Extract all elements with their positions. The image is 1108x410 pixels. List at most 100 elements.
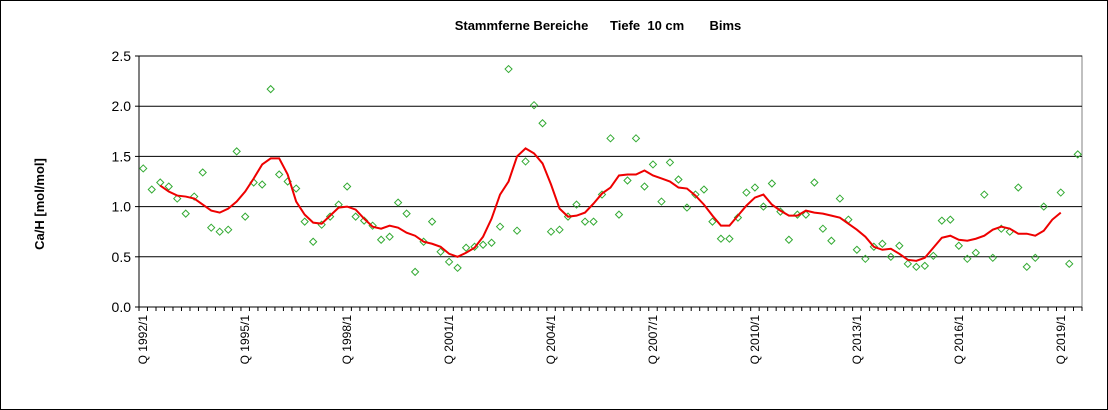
data-marker [631, 134, 641, 143]
data-marker [1039, 202, 1048, 211]
data-marker [971, 248, 981, 257]
data-line [159, 147, 1062, 262]
data-marker [274, 170, 284, 179]
y-tick-label: 0.5 [112, 249, 132, 265]
data-marker [929, 251, 938, 261]
y-tick-label: 2.5 [112, 48, 132, 64]
data-marker [240, 212, 250, 221]
data-marker [478, 240, 488, 249]
x-tick-label: Q 1992/1 [136, 315, 150, 365]
data-marker [198, 168, 207, 177]
data-marker [640, 182, 649, 191]
data-marker [453, 263, 462, 273]
data-marker [759, 202, 768, 211]
data-marker [495, 222, 505, 231]
data-marker [699, 185, 709, 194]
data-marker [869, 242, 879, 251]
data-marker [903, 259, 913, 269]
data-marker [308, 237, 318, 246]
data-marker [776, 207, 785, 216]
data-marker [546, 227, 556, 236]
data-marker [648, 160, 658, 169]
data-marker [427, 217, 437, 226]
data-marker [300, 217, 309, 226]
x-tick-label: Q 1995/1 [238, 315, 252, 365]
data-marker [954, 241, 964, 250]
data-marker [980, 190, 989, 199]
data-marker [818, 224, 828, 233]
x-tick-label: Q 2007/1 [646, 315, 660, 365]
data-marker [852, 245, 862, 254]
data-marker [461, 243, 471, 252]
y-tick-label: 1.5 [112, 148, 132, 164]
data-marker [708, 217, 717, 226]
data-marker [674, 175, 683, 184]
data-marker [742, 188, 751, 197]
x-tick-label: Q 1998/1 [340, 315, 354, 365]
data-marker [1065, 259, 1074, 269]
data-marker [572, 200, 581, 209]
data-marker [538, 119, 547, 128]
data-marker [912, 262, 921, 272]
x-tick-label: Q 2013/1 [850, 315, 864, 365]
data-marker [393, 198, 403, 207]
data-marker [767, 179, 777, 188]
data-marker [351, 212, 360, 221]
data-marker [725, 234, 734, 243]
data-marker [164, 182, 173, 191]
data-marker [878, 239, 887, 248]
data-marker [342, 182, 352, 191]
data-marker [257, 180, 267, 189]
data-marker [623, 176, 632, 185]
data-marker [487, 238, 496, 247]
data-marker [325, 212, 335, 221]
data-marker [937, 216, 947, 225]
y-axis-label: Ca/H [mol/mol] [32, 158, 47, 250]
data-marker [801, 210, 811, 219]
data-marker [521, 157, 530, 166]
data-marker [895, 241, 904, 250]
data-marker [827, 236, 836, 245]
data-marker [147, 185, 156, 194]
data-marker [207, 223, 216, 232]
data-marker [963, 254, 972, 264]
data-marker [1056, 188, 1065, 197]
data-marker [555, 225, 564, 234]
data-marker [1073, 150, 1082, 159]
data-marker [376, 235, 386, 244]
x-tick-label: Q 2016/1 [952, 315, 966, 365]
data-marker [750, 183, 760, 192]
data-marker [606, 134, 615, 143]
x-tick-label: Q 2001/1 [442, 315, 456, 365]
data-marker [733, 213, 743, 222]
data-marker [580, 217, 590, 226]
data-marker [291, 184, 301, 193]
data-marker [614, 210, 624, 219]
data-marker [190, 192, 199, 201]
data-marker [920, 261, 930, 271]
x-tick-label: Q 2010/1 [748, 315, 762, 365]
data-marker [597, 190, 607, 199]
data-marker [946, 215, 955, 224]
x-tick-label: Q 2004/1 [544, 315, 558, 365]
data-marker [1022, 262, 1031, 272]
data-marker [810, 178, 819, 187]
data-marker [444, 257, 454, 267]
data-marker [410, 267, 420, 277]
y-tick-label: 0.0 [112, 299, 132, 315]
data-marker [1014, 183, 1023, 192]
chart-title: Stammferne Bereiche Tiefe 10 cm Bims [455, 18, 742, 33]
data-marker [784, 235, 794, 244]
data-marker [402, 209, 411, 218]
data-marker [173, 194, 182, 203]
data-marker [512, 226, 522, 235]
data-marker [589, 217, 598, 226]
data-marker [682, 203, 692, 212]
data-marker [181, 209, 190, 218]
data-marker [665, 158, 675, 167]
data-marker [529, 100, 539, 110]
x-tick-label: Q 2019/1 [1054, 315, 1068, 365]
data-marker [232, 147, 241, 156]
y-tick-label: 1.0 [112, 199, 132, 215]
